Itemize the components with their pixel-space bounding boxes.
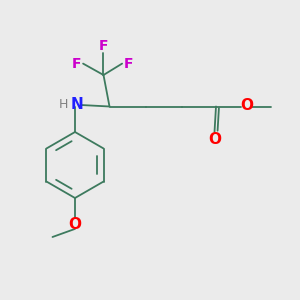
- Text: F: F: [72, 57, 81, 70]
- Text: O: O: [241, 98, 254, 112]
- Text: O: O: [208, 132, 221, 147]
- Text: N: N: [70, 97, 83, 112]
- Text: F: F: [124, 57, 134, 70]
- Text: F: F: [99, 39, 108, 53]
- Text: O: O: [68, 217, 82, 232]
- Text: H: H: [59, 98, 68, 111]
